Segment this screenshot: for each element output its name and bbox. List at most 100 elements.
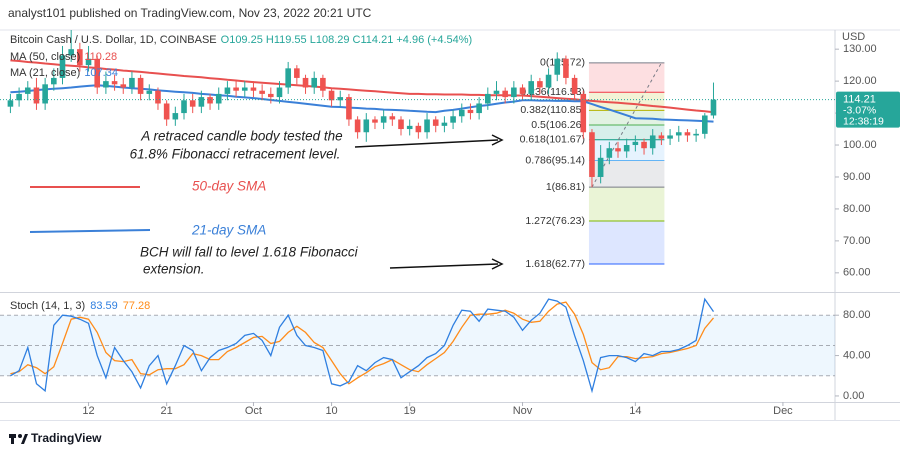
candle-body [328,90,335,101]
candle-body [406,125,413,130]
candle-body [311,77,318,88]
candle-body [641,141,647,149]
candle-body [597,157,604,177]
candle-body [658,135,665,139]
price-tag-value: 114.21 [843,94,876,106]
candle-body [667,135,673,139]
candle-body [94,58,101,88]
candle-body [458,109,465,117]
candle-body [16,93,22,101]
candle-body [545,74,552,88]
candle-body [215,93,222,104]
candle-body [268,93,274,98]
stoch-name: Stoch (14, 1, 3) [10,300,85,312]
candle-body [684,132,691,136]
y-tick-label: 70.00 [843,235,871,247]
candle-body [476,103,482,114]
candle-body [389,116,396,120]
candle-body [250,87,257,91]
candle-body [589,132,595,177]
price-tag-change: -3.07% [843,104,876,116]
fib-label: 1.272(76.23) [525,215,585,227]
x-tick-label: 19 [404,405,416,417]
y-tick-label: 80.00 [843,203,871,215]
candle-body [302,77,309,88]
price-tag [836,91,900,128]
candle-body [7,100,14,107]
y-tick-label: 60.00 [843,267,871,279]
ma21-name: MA (21, close) [10,67,80,79]
arrow [354,139,499,148]
candle-body [103,81,109,88]
annotation: 61.8% Fibonacci retracement level. [130,147,341,162]
x-tick-label: Nov [513,405,533,417]
candle-body [511,87,517,98]
annotation: 50-day SMA [192,179,266,194]
candle-body [563,58,569,78]
fib-band [588,187,665,221]
fib-label: 0(125.72) [540,57,585,69]
plot-layer: 130.00120.00110.00100.0090.0080.0070.006… [0,30,900,417]
x-tick-label: Oct [245,405,262,417]
price-tag-countdown: 12:38:19 [843,115,884,127]
candle-body [519,87,526,94]
x-tick-label: 14 [629,405,641,417]
candle-body [380,116,387,123]
annotation: 21-day SMA [191,223,266,238]
fib-band [588,220,665,264]
fib-label: 0.236(116.53) [520,86,585,98]
candle-body [155,90,161,104]
fib-label: 0.618(101.67) [520,133,585,145]
candle-body [554,58,561,75]
candle-body [649,135,656,149]
candle-body [424,119,430,133]
arrow [389,263,499,269]
candle-body [259,90,265,94]
candle-body [675,132,682,136]
fib-label: 0.382(110.85) [520,104,585,116]
candle-body [77,49,83,66]
candle-body [224,87,231,94]
stoch-line [10,297,715,394]
candle-body [615,148,621,152]
candle-body [276,87,283,98]
candle-body [372,119,378,123]
x-tick-label: 21 [161,405,173,417]
candle-body [207,97,213,104]
candle-body [632,141,639,146]
candle-body [623,145,630,152]
stoch-legend: Stoch (14, 1, 3) 83.59 77.28 [10,300,150,312]
candle-body [450,116,456,123]
candle-body [467,109,474,114]
candle-body [198,97,205,107]
fib-label: 1.618(62.77) [525,258,585,270]
candle-body [85,58,92,66]
ma50-legend: MA (50, close) 110.28 [10,51,117,63]
candle-body [241,87,248,91]
y-tick-label: 130.00 [843,43,877,55]
ma50-name: MA (50, close) [10,51,80,63]
candle-body [693,133,699,136]
ohlc: O109.25 H119.55 L108.29 C114.21 +4.96 (+… [221,34,473,46]
x-tick-label: 10 [325,405,337,417]
y-tick-label: 120.00 [843,75,877,87]
candle-body [337,97,344,101]
candle-body [294,68,300,78]
currency: USD [842,31,865,43]
candle-body [363,119,370,133]
candle-body [493,90,500,94]
ma50-value: 110.28 [84,51,117,63]
x-tick-label: 12 [82,405,94,417]
fib-band [588,110,665,126]
candle-body [485,93,491,104]
annotation: extension. [143,262,205,277]
footer: TradingView [31,431,102,445]
candle-body [537,81,543,88]
candle-body [432,119,439,126]
candle-body [285,68,291,88]
y-tick-label: 80.00 [843,309,871,321]
candle-body [111,81,118,85]
candle-body [606,148,613,158]
candle-body [415,125,422,133]
